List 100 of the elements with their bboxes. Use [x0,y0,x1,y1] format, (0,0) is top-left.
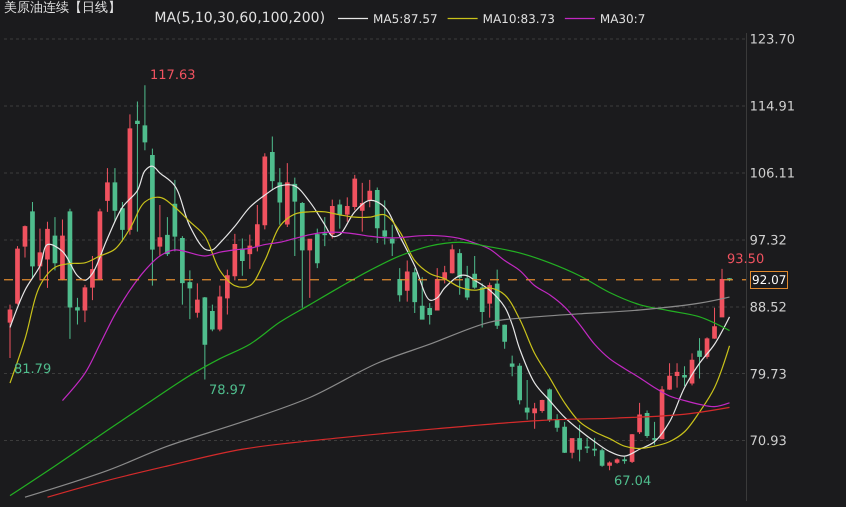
annotation: 81.79 [14,362,52,377]
candlestick [554,414,560,432]
candlestick [510,355,514,377]
y-tick-label: 97.32 [750,233,787,248]
candlestick [404,260,410,302]
candlestick [8,304,12,359]
candlestick [720,268,724,318]
candlestick [218,285,222,332]
candlestick [712,307,717,340]
legend-label: MA10:83.73 [482,12,555,26]
candlestick [480,282,485,328]
candlestick [652,421,657,446]
candlestick [322,216,328,247]
candlestick [607,460,612,471]
candlestick [457,248,462,296]
candlestick [195,282,200,318]
y-tick-label: 106.11 [750,166,796,182]
legend-label: MA30:7 [600,12,646,26]
candlestick [337,199,342,230]
legend-label: MA5:87.57 [373,12,438,26]
y-tick-label: 88.52 [750,300,787,316]
candlestick [165,216,170,256]
candlestick [464,265,470,301]
y-tick-label: 114.91 [750,100,796,115]
candlestick [442,265,448,284]
candlestick [105,168,110,212]
candlestick [240,238,245,276]
ref-line-label: 92.07 [752,273,786,287]
chart-title: 美原油连续【日线】 [4,0,122,16]
candlestick [120,201,125,242]
candlestick [427,302,432,325]
candlestick [158,204,162,256]
candlestick [98,208,102,280]
annotation: 78.97 [209,383,246,398]
candlestick [502,324,507,350]
candlestick [202,296,208,380]
candlestick [674,362,680,388]
candlestick [82,284,88,323]
candlestick [577,424,582,462]
candlestick [112,168,118,222]
candlestick [60,218,65,281]
candlestick [248,234,252,270]
candlestick [150,148,155,286]
candlestick [532,402,537,430]
candlestick [570,438,574,459]
candlestick [307,238,312,298]
candlestick [367,179,372,208]
candlestick [382,200,388,246]
candlestick [524,380,530,420]
candlestick [128,114,132,236]
candlestick [68,208,72,340]
y-tick-label: 79.73 [750,367,787,382]
candlestick [254,204,260,252]
line-series [46,406,730,498]
candlestick [622,456,627,464]
candlestick [188,270,192,320]
candlestick [270,136,275,190]
candlestick [314,228,320,269]
candlestick [397,268,402,302]
candlestick [667,362,672,390]
candlestick [135,100,140,232]
candlestick [45,221,50,288]
candlestick [232,233,238,281]
candlestick [637,402,642,435]
candlestick [600,448,604,468]
candlestick [420,276,425,320]
candlestick [142,84,148,151]
candlestick [22,225,28,258]
candlestick [704,336,710,360]
candlestick [38,228,42,281]
candlestick [225,269,230,316]
annotation: 117.63 [150,68,196,83]
candlestick [660,386,664,440]
candlestick [360,182,365,232]
candlestick [584,437,590,454]
candlestick [374,186,380,244]
candlestick [562,421,567,454]
candlestick [644,410,650,438]
candlestick [210,304,215,332]
candlestick [412,268,418,314]
y-tick-label: 70.93 [750,434,787,450]
candlestick [682,366,687,387]
candlestick [75,297,80,325]
candlestick [434,268,440,310]
y-tick-label: 123.70 [750,32,796,48]
candlestick [344,196,350,222]
annotation: 93.50 [727,252,764,267]
candlestick [450,244,455,274]
candlestick [390,224,395,256]
candlestick [352,174,358,211]
candlestick [90,255,95,301]
candlestick [180,236,185,306]
candlestick [284,162,290,228]
candlestick [540,399,544,414]
candlestick [690,352,694,386]
candlestick [30,201,35,280]
candlestick [277,168,282,226]
candlestick [592,437,597,457]
candlestick [292,177,298,256]
candlestick [15,246,20,306]
